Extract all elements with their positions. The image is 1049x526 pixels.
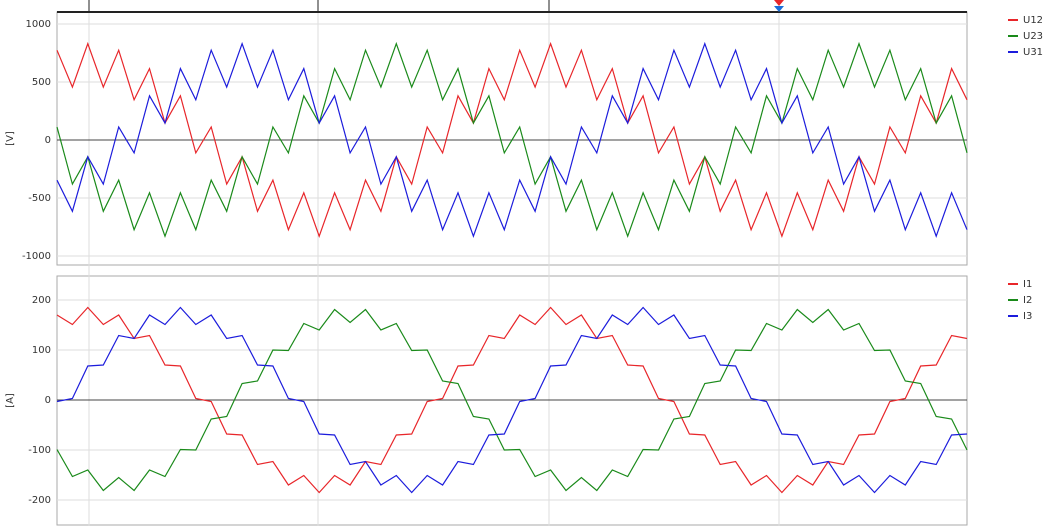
time-grid: [88, 12, 780, 526]
legend-label: I3: [1023, 311, 1032, 322]
series-line: [56, 41, 968, 238]
legend-label: I1: [1023, 279, 1032, 290]
y-tick-label: 1000: [26, 19, 51, 30]
y-tick-label: 200: [32, 295, 51, 306]
plot-frame: [56, 11, 968, 266]
y-tick-label: 100: [32, 345, 51, 356]
y-tick-label: 0: [45, 135, 51, 146]
legend-label: I2: [1023, 295, 1032, 306]
series-line: [56, 308, 968, 492]
legend-label: U31: [1023, 47, 1043, 58]
legend-label: U23: [1023, 31, 1043, 42]
y-axis-label: [A]: [5, 393, 16, 408]
legend-label: U12: [1023, 15, 1043, 26]
y-tick-label: 0: [45, 395, 51, 406]
series-line: [56, 41, 968, 238]
cursor-marker[interactable]: [774, 0, 784, 12]
y-tick-label: -100: [28, 445, 51, 456]
series-line: [56, 306, 968, 494]
y-tick-label: -500: [28, 193, 51, 204]
y-tick-label: -200: [28, 495, 51, 506]
series-line: [56, 306, 968, 494]
y-axis-label: [V]: [5, 131, 16, 146]
y-tick-label: -1000: [22, 251, 51, 262]
time-ruler: [57, 0, 967, 13]
series-line: [56, 41, 968, 238]
y-tick-label: 500: [32, 77, 51, 88]
